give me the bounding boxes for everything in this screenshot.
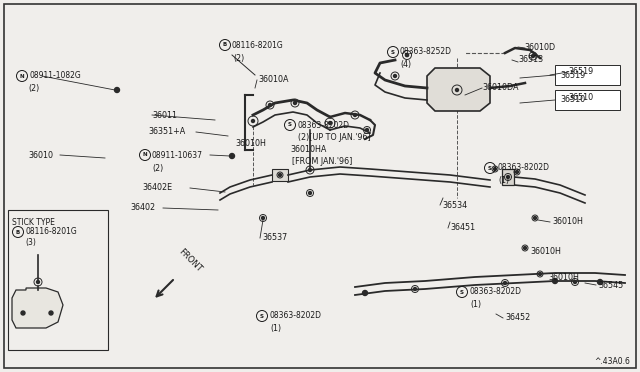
Circle shape <box>406 54 408 57</box>
Circle shape <box>493 167 497 170</box>
Circle shape <box>538 273 541 276</box>
Text: S: S <box>488 166 492 170</box>
Circle shape <box>524 247 527 250</box>
Bar <box>502 169 514 185</box>
Circle shape <box>531 55 534 58</box>
Circle shape <box>308 169 312 171</box>
Circle shape <box>365 128 369 131</box>
Text: 36010DA: 36010DA <box>482 83 518 93</box>
Text: ^.43A0.6: ^.43A0.6 <box>594 357 630 366</box>
Circle shape <box>456 89 458 92</box>
Text: 08363-8202D: 08363-8202D <box>469 288 521 296</box>
Text: 08116-8201G: 08116-8201G <box>232 41 284 49</box>
Text: 36510: 36510 <box>568 93 593 102</box>
Bar <box>272 169 288 181</box>
Circle shape <box>406 54 408 57</box>
Circle shape <box>230 154 234 158</box>
Text: 36351: 36351 <box>36 295 60 305</box>
Polygon shape <box>12 288 63 328</box>
Text: 36545: 36545 <box>598 280 623 289</box>
Text: (2)[UP TO JAN.'96]: (2)[UP TO JAN.'96] <box>298 132 371 141</box>
Text: 36010D: 36010D <box>524 42 555 51</box>
Text: (1): (1) <box>498 176 509 185</box>
Text: (4): (4) <box>400 60 411 68</box>
Circle shape <box>515 170 518 173</box>
Circle shape <box>362 291 367 295</box>
Circle shape <box>534 217 536 219</box>
Text: 36011: 36011 <box>152 110 177 119</box>
Text: 36451: 36451 <box>450 224 475 232</box>
Text: B: B <box>223 42 227 48</box>
Text: 36510: 36510 <box>560 96 585 105</box>
Text: N: N <box>20 74 24 78</box>
Text: 36519: 36519 <box>560 71 585 80</box>
Circle shape <box>328 122 332 125</box>
Text: N: N <box>143 153 147 157</box>
Text: (2): (2) <box>233 54 244 62</box>
FancyBboxPatch shape <box>555 65 620 85</box>
Text: B: B <box>16 230 20 234</box>
Circle shape <box>573 280 577 283</box>
Bar <box>8 210 108 350</box>
Text: S: S <box>260 314 264 318</box>
Text: 36010A: 36010A <box>258 76 289 84</box>
Text: (1): (1) <box>270 324 281 333</box>
Circle shape <box>252 119 255 122</box>
Text: 36351+A: 36351+A <box>148 128 185 137</box>
Text: 36513: 36513 <box>518 55 543 64</box>
Text: 36010H: 36010H <box>530 247 561 257</box>
Circle shape <box>115 87 120 93</box>
Text: 08363-8202D: 08363-8202D <box>297 121 349 129</box>
Circle shape <box>36 280 40 283</box>
Circle shape <box>598 279 602 285</box>
Polygon shape <box>427 68 490 111</box>
Circle shape <box>506 176 509 179</box>
Circle shape <box>21 311 25 315</box>
Text: 36010H: 36010H <box>235 138 266 148</box>
Text: S: S <box>460 289 464 295</box>
Text: 36519: 36519 <box>568 67 593 77</box>
Text: 08911-1082G: 08911-1082G <box>29 71 81 80</box>
Text: 36010HA: 36010HA <box>290 144 326 154</box>
Circle shape <box>353 113 356 116</box>
Text: S: S <box>288 122 292 128</box>
Circle shape <box>308 192 312 195</box>
Text: (1): (1) <box>470 301 481 310</box>
Circle shape <box>269 103 271 106</box>
Circle shape <box>49 311 53 315</box>
Text: 08911-10637: 08911-10637 <box>152 151 203 160</box>
Text: 36537: 36537 <box>262 234 287 243</box>
Text: 36010: 36010 <box>28 151 53 160</box>
Circle shape <box>552 279 557 283</box>
Circle shape <box>262 217 264 219</box>
Text: STICK TYPE: STICK TYPE <box>12 218 55 227</box>
Circle shape <box>394 74 397 77</box>
Circle shape <box>278 173 282 176</box>
Text: 36534: 36534 <box>442 201 467 209</box>
Text: [FROM JAN.'96]: [FROM JAN.'96] <box>292 157 353 166</box>
Circle shape <box>413 288 417 291</box>
Text: 08363-8252D: 08363-8252D <box>400 48 452 57</box>
Circle shape <box>504 282 506 285</box>
Text: 36010H: 36010H <box>548 273 579 282</box>
Text: 36452: 36452 <box>505 314 531 323</box>
FancyBboxPatch shape <box>555 90 620 110</box>
Text: 36010H: 36010H <box>552 218 583 227</box>
Text: (2): (2) <box>28 83 39 93</box>
Text: (3): (3) <box>25 238 36 247</box>
Text: S: S <box>391 49 395 55</box>
Text: 36402E: 36402E <box>142 183 172 192</box>
Text: 08116-8201G: 08116-8201G <box>25 228 77 237</box>
Text: 08363-8202D: 08363-8202D <box>269 311 321 321</box>
Text: 36402: 36402 <box>130 203 155 212</box>
Text: FRONT: FRONT <box>177 247 204 274</box>
Circle shape <box>294 102 296 105</box>
Text: 08363-8202D: 08363-8202D <box>497 164 549 173</box>
Text: (2): (2) <box>152 164 163 173</box>
